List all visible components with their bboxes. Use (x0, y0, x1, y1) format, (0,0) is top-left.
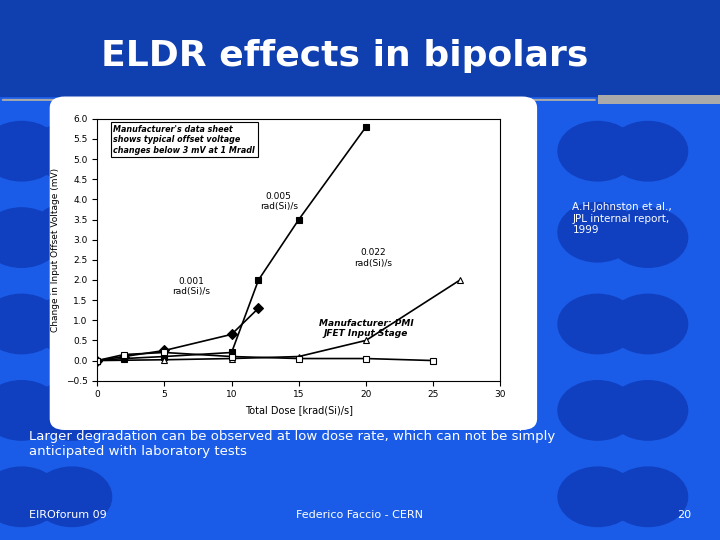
Text: 0.001
rad(Si)/s: 0.001 rad(Si)/s (172, 276, 210, 296)
Text: A.H.Johnston et al.,
JPL internal report,
1999: A.H.Johnston et al., JPL internal report… (572, 202, 672, 235)
Circle shape (608, 294, 688, 354)
Circle shape (0, 294, 61, 354)
X-axis label: Total Dose [krad(Si)/s]: Total Dose [krad(Si)/s] (245, 405, 353, 415)
Text: Manufacturer's data sheet
shows typical offset voltage
changes below 3 mV at 1 M: Manufacturer's data sheet shows typical … (113, 125, 256, 154)
Circle shape (0, 208, 61, 267)
Circle shape (608, 122, 688, 181)
Y-axis label: Change in Input Offset Voltage (mV): Change in Input Offset Voltage (mV) (51, 168, 60, 332)
Circle shape (608, 208, 688, 267)
Circle shape (32, 35, 112, 94)
Text: 0.005
rad(Si)/s: 0.005 rad(Si)/s (260, 192, 297, 212)
Circle shape (608, 381, 688, 440)
Circle shape (608, 35, 688, 94)
Circle shape (0, 467, 61, 526)
Circle shape (558, 122, 637, 181)
Circle shape (0, 122, 61, 181)
Text: Larger degradation can be observed at low dose rate, which can not be simply
ant: Larger degradation can be observed at lo… (29, 430, 555, 458)
Circle shape (0, 381, 61, 440)
Circle shape (88, 50, 157, 102)
Circle shape (32, 122, 112, 181)
Circle shape (32, 467, 112, 526)
Circle shape (558, 202, 637, 262)
Circle shape (32, 381, 112, 440)
FancyBboxPatch shape (598, 95, 720, 104)
FancyBboxPatch shape (50, 97, 536, 429)
Circle shape (32, 202, 112, 262)
Text: ELDR effects in bipolars: ELDR effects in bipolars (101, 39, 588, 72)
Circle shape (0, 35, 61, 94)
Circle shape (558, 294, 637, 354)
Text: EIROforum 09: EIROforum 09 (29, 510, 107, 521)
FancyBboxPatch shape (0, 0, 720, 97)
Circle shape (558, 381, 637, 440)
Circle shape (558, 35, 637, 94)
Circle shape (608, 467, 688, 526)
Text: Federico Faccio - CERN: Federico Faccio - CERN (297, 510, 423, 521)
Circle shape (558, 467, 637, 526)
Text: 20: 20 (677, 510, 691, 521)
Circle shape (32, 294, 112, 354)
Text: Manufacturer: PMI
JFET Input Stage: Manufacturer: PMI JFET Input Stage (319, 319, 413, 339)
Text: 0.022
rad(Si)/s: 0.022 rad(Si)/s (354, 248, 392, 268)
